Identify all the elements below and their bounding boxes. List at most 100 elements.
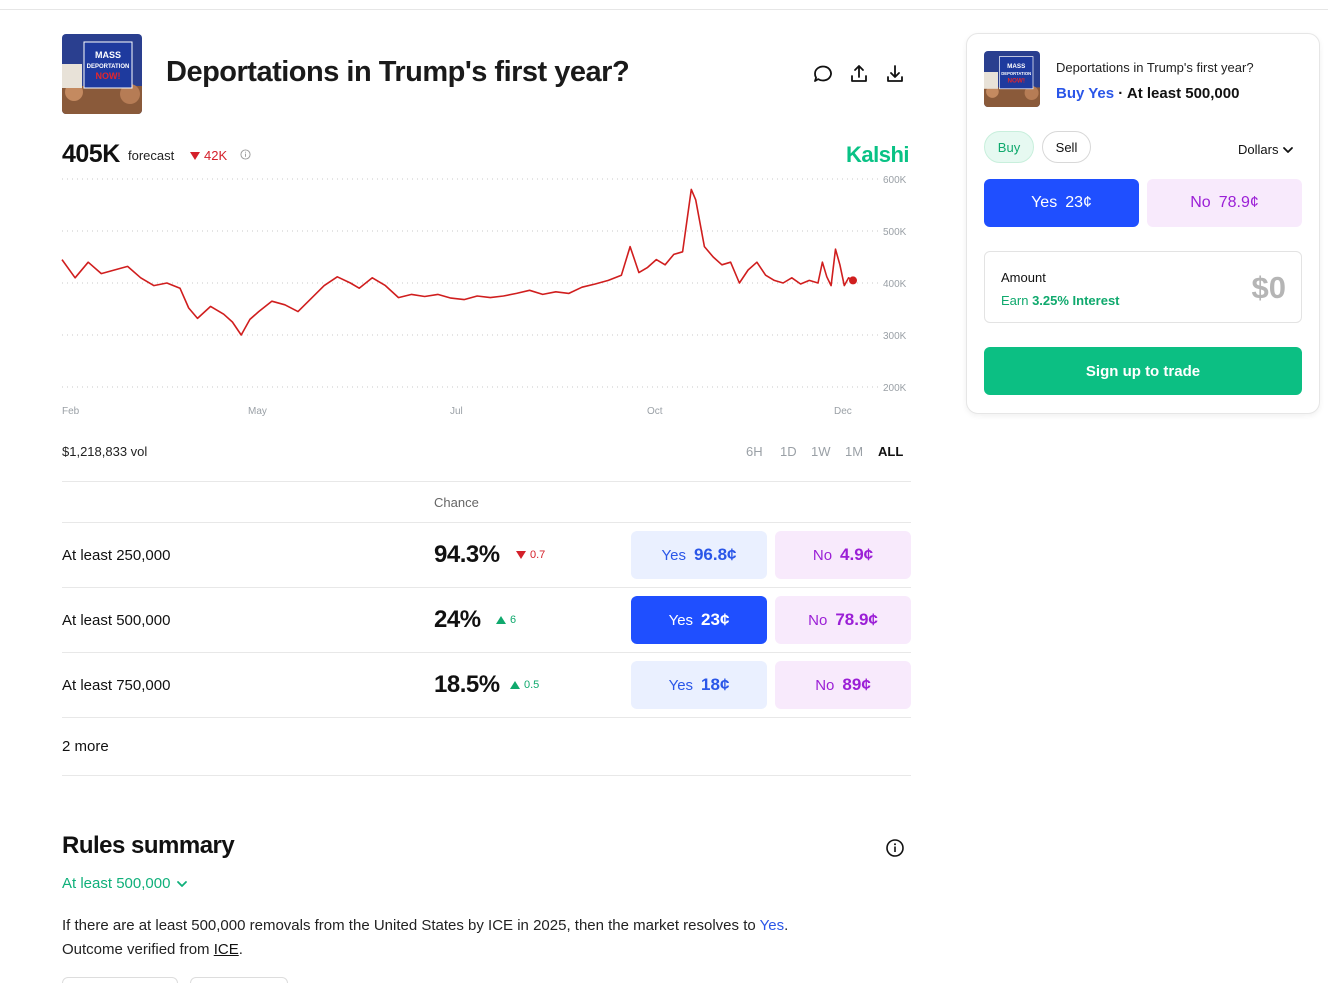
x-tick-label: May (248, 406, 267, 417)
share-icon[interactable] (847, 62, 871, 86)
comment-icon[interactable] (811, 62, 835, 86)
yes-price: 23¢ (1065, 194, 1092, 211)
show-more-link[interactable]: 2 more (62, 738, 109, 755)
x-tick-label: Jul (450, 406, 463, 417)
buy-yes-button[interactable]: Yes 18¢ (631, 661, 767, 709)
interest-rate: 3.25% Interest (1032, 293, 1120, 308)
forecast-value: 405K (62, 140, 120, 168)
series-line (61, 188, 854, 336)
buy-yes-button[interactable]: Yes 23¢ (631, 596, 767, 644)
amount-input[interactable] (984, 251, 1302, 323)
down-triangle-icon (516, 551, 526, 559)
yes-label: Yes (668, 676, 694, 694)
range-6h[interactable]: 6H (746, 444, 763, 459)
range-1w[interactable]: 1W (811, 444, 831, 459)
verified-suffix: . (238, 941, 243, 958)
buy-no-button[interactable]: No 89¢ (775, 661, 911, 709)
y-tick-label: 200K (883, 383, 907, 394)
y-tick-label: 400K (883, 279, 907, 290)
no-label: No (812, 546, 833, 564)
volume-text: $1,218,833 vol (62, 444, 148, 459)
down-triangle-icon (190, 151, 200, 160)
amount-value[interactable]: $0 (1251, 270, 1286, 305)
no-label: No (808, 611, 828, 629)
svg-text:MASS: MASS (95, 50, 121, 60)
unit-label: Dollars (1238, 142, 1279, 157)
earn-prefix: Earn (1001, 293, 1033, 308)
divider (62, 652, 911, 653)
y-tick-label: 300K (883, 331, 907, 342)
forecast-label: forecast (128, 148, 175, 163)
chevron-down-icon (1283, 146, 1294, 153)
up-triangle-icon (510, 681, 520, 689)
outcome-change-value: 0.7 (530, 549, 546, 561)
buy-no-button[interactable]: No 4.9¢ (775, 531, 911, 579)
info-icon[interactable] (240, 149, 251, 160)
info-icon[interactable] (885, 838, 905, 858)
buy-no-button[interactable]: No 78.9¢ (775, 596, 911, 644)
outcome-change-value: 6 (510, 614, 517, 626)
rules-text-main: If there are at least 500,000 removals f… (62, 917, 760, 934)
yes-price: 23¢ (701, 610, 730, 629)
outcome-label: At least 500,000 (62, 612, 171, 629)
outcome-chance: 18.5% (434, 671, 500, 698)
buy-toggle[interactable]: Buy (984, 131, 1034, 163)
page-title: Deportations in Trump's first year? (166, 56, 630, 88)
chevron-down-icon (177, 880, 188, 887)
rules-tab[interactable] (62, 977, 178, 983)
range-all[interactable]: ALL (878, 444, 904, 459)
unit-dropdown[interactable]: Dollars (1238, 142, 1294, 157)
no-price: 78.9¢ (835, 610, 878, 629)
panel-selection: Buy Yes · At least 500,000 (1056, 85, 1239, 102)
yes-price: 96.8¢ (693, 545, 737, 564)
verified-prefix: Outcome verified from (62, 941, 214, 958)
svg-text:DEPORTATION: DEPORTATION (1001, 71, 1031, 76)
sign-up-button[interactable]: Sign up to trade (984, 347, 1302, 395)
interest-text: Earn 3.25% Interest (1001, 293, 1120, 308)
rules-outcome-dropdown[interactable]: At least 500,000 (62, 875, 188, 892)
forecast-chart: 600K 500K 400K 300K 200K Feb May Jul Oct Dec (61, 175, 907, 417)
amount-label: Amount (1001, 270, 1046, 285)
latest-point (849, 276, 857, 285)
divider (62, 775, 911, 776)
divider (62, 522, 911, 523)
outcome-chance: 24% (434, 606, 481, 633)
verified-source-link[interactable]: ICE (213, 941, 239, 958)
panel-yes-button[interactable]: Yes 23¢ (984, 179, 1139, 227)
range-1m[interactable]: 1M (845, 444, 864, 459)
sell-toggle[interactable]: Sell (1042, 131, 1091, 163)
range-1d[interactable]: 1D (780, 444, 797, 459)
y-tick-label: 500K (883, 227, 907, 238)
svg-text:MASS: MASS (1007, 63, 1025, 70)
outcome-change: 6 (496, 614, 516, 626)
up-triangle-icon (496, 616, 506, 624)
forecast-change-value: 42K (204, 148, 228, 163)
rules-outcome-label: At least 500,000 (62, 875, 171, 892)
yes-label: Yes (1031, 194, 1058, 211)
forecast-change: 42K (190, 148, 227, 163)
outcome-chance: 94.3% (434, 541, 500, 568)
panel-action: Buy Yes (1056, 85, 1115, 102)
rules-tab[interactable] (190, 977, 288, 983)
rules-text-yes: Yes (759, 917, 785, 934)
panel-outcome: · At least 500,000 (1114, 85, 1240, 102)
chance-column-header: Chance (434, 495, 479, 510)
yes-label: Yes (668, 611, 694, 629)
market-image: MASS DEPORTATION NOW! (62, 34, 142, 114)
outcome-label: At least 750,000 (62, 677, 171, 694)
divider (62, 717, 911, 718)
no-price: 4.9¢ (840, 545, 874, 564)
buy-yes-button[interactable]: Yes 96.8¢ (631, 531, 767, 579)
rules-text: If there are at least 500,000 removals f… (62, 914, 882, 962)
divider (62, 481, 911, 482)
yes-price: 18¢ (701, 675, 730, 694)
download-icon[interactable] (883, 62, 907, 86)
panel-no-button[interactable]: No 78.9¢ (1147, 179, 1302, 227)
rules-text-end: . (784, 917, 789, 934)
market-image-small: MASS DEPORTATION NOW! (984, 51, 1040, 107)
no-price: 78.9¢ (1218, 194, 1259, 211)
svg-text:DEPORTATION: DEPORTATION (87, 64, 130, 70)
outcome-change: 0.5 (510, 679, 539, 691)
no-price: 89¢ (842, 675, 871, 694)
svg-text:NOW!: NOW! (96, 71, 121, 81)
